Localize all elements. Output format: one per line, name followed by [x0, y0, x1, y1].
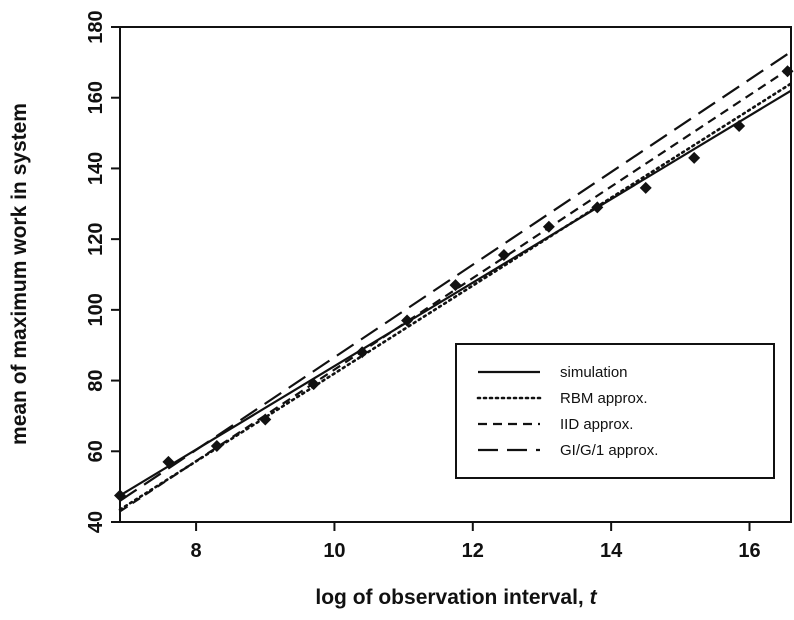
- data-point: [733, 120, 746, 132]
- data-point: [210, 439, 223, 452]
- x-tick-label: 10: [323, 540, 345, 562]
- series-line-dotted: [118, 82, 793, 511]
- x-axis-label: log of observation interval, t: [315, 586, 597, 609]
- series-line-solid: [119, 89, 792, 497]
- y-tick-label: 80: [85, 369, 107, 391]
- legend: simulation RBM approx. IID approx. GI/G/1 a…: [455, 343, 775, 479]
- data-point: [162, 455, 175, 468]
- legend-label: RBM approx.: [560, 390, 648, 407]
- series-line-longdash: [119, 50, 792, 502]
- data-point: [401, 314, 414, 327]
- y-tick-label: 60: [85, 440, 107, 462]
- y-tick-label: 40: [85, 511, 107, 533]
- y-tick-label: 100: [85, 293, 107, 326]
- series-lines: [118, 50, 793, 513]
- y-tick-label: 180: [85, 10, 107, 43]
- data-point: [307, 378, 320, 391]
- legend-label: IID approx.: [560, 416, 633, 433]
- y-axis-label: mean of maximum work in system: [8, 103, 31, 445]
- data-point: [449, 279, 462, 292]
- data-point: [781, 65, 794, 78]
- y-tick-label: 120: [85, 222, 107, 255]
- data-point: [542, 220, 555, 233]
- legend-label: GI/G/1 approx.: [560, 442, 658, 459]
- y-tick-label: 140: [85, 152, 107, 185]
- legend-box: [455, 343, 775, 479]
- data-point: [688, 151, 701, 164]
- y-tick-label: 160: [85, 81, 107, 114]
- data-point: [591, 201, 604, 214]
- x-tick-label: 16: [738, 540, 760, 562]
- plot-frame: [119, 26, 792, 523]
- data-point: [259, 413, 272, 426]
- y-axis-ticks: 40 60 80 100 120 140 160 180: [85, 10, 120, 533]
- data-point: [356, 346, 369, 359]
- data-point: [497, 249, 510, 262]
- data-point: [114, 489, 126, 502]
- x-tick-label: 14: [600, 540, 623, 562]
- x-axis-ticks: 8 10 12 14 16: [191, 522, 761, 562]
- legend-label: simulation: [560, 364, 628, 381]
- x-tick-label: 12: [462, 540, 484, 562]
- data-point: [639, 181, 652, 194]
- data-points: [114, 65, 794, 502]
- x-tick-label: 8: [191, 540, 202, 562]
